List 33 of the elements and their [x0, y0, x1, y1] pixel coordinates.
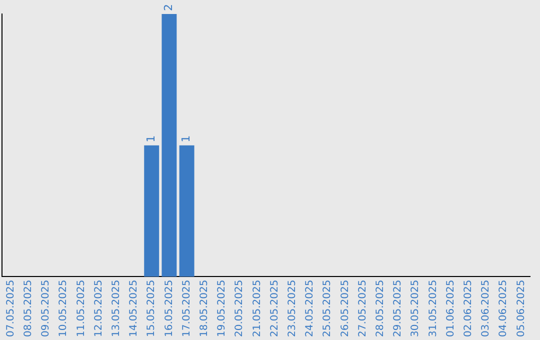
x-tick-label: 18.05.2025: [198, 280, 210, 338]
x-tick-label: 07.05.2025: [5, 280, 16, 338]
x-tick-label: 08.05.2025: [22, 280, 34, 338]
x-tick-label: 26.05.2025: [340, 280, 351, 338]
x-tick-label: 19.05.2025: [216, 280, 228, 338]
x-tick-label: 15.05.2025: [146, 280, 158, 338]
x-tick-label: 16.05.2025: [164, 280, 175, 338]
x-tick-label: 03.06.2025: [480, 280, 492, 338]
data-label: 2: [162, 4, 176, 11]
x-tick-label: 17.05.2025: [181, 280, 192, 338]
data-label: 1: [180, 135, 193, 142]
x-tick-label: 09.05.2025: [40, 280, 52, 338]
x-tick-label: 30.05.2025: [410, 280, 422, 338]
data-label: 1: [144, 135, 158, 142]
x-tick-label: 14.05.2025: [128, 280, 140, 338]
x-tick-label: 22.05.2025: [269, 280, 280, 338]
x-tick-label: 28.05.2025: [374, 280, 386, 338]
x-tick-label: 10.05.2025: [58, 280, 70, 338]
x-tick-label: 20.05.2025: [234, 280, 246, 338]
x-tick-label: 13.05.2025: [110, 280, 122, 338]
x-tick-label: 25.05.2025: [322, 280, 334, 338]
x-tick-label: 21.05.2025: [252, 280, 263, 338]
x-tick-label: 27.05.2025: [357, 280, 368, 338]
x-tick-label: 01.06.2025: [445, 280, 456, 338]
x-tick-label: 05.06.2025: [516, 280, 527, 338]
x-tick-label: 29.05.2025: [392, 280, 404, 338]
x-tick-label: 31.05.2025: [428, 280, 439, 338]
x-tick-label: 23.05.2025: [286, 280, 298, 338]
x-tick-label: 12.05.2025: [93, 280, 104, 338]
x-tick-label: 24.05.2025: [304, 280, 316, 338]
x-tick-label: 11.05.2025: [76, 280, 87, 338]
x-tick-label: 04.06.2025: [498, 280, 510, 338]
x-tick-label: 02.06.2025: [462, 280, 474, 338]
